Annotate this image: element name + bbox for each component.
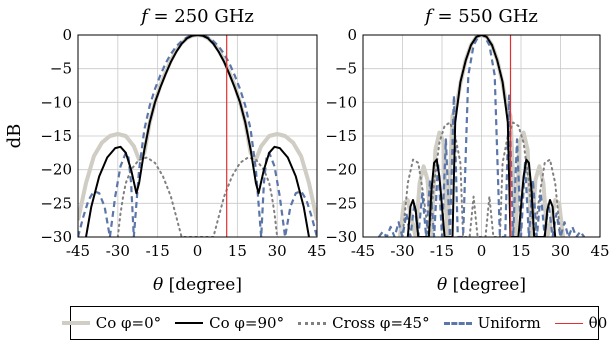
y-tick-label: 0 — [62, 26, 72, 44]
series-group — [78, 35, 317, 237]
chart-panel-2: -45 -30 -15 0 15 30 45 0 −5 −10 −15 −20 −25 −30 f = 55… — [325, 6, 609, 295]
chart-title: f = 250 GHz — [139, 6, 254, 27]
chart-panel-1: -45 -30 -15 0 15 30 45 0 −5 −10 −15 −20 −25 −30 f = 25… — [4, 6, 327, 295]
y-tick-label: −15 — [325, 127, 357, 145]
plot-frame — [77, 34, 318, 238]
series-line-1 — [78, 35, 317, 221]
y-tick-label: −10 — [40, 93, 72, 111]
series-line-2 — [406, 35, 557, 237]
legend-label-theta0: θ0 — [588, 314, 608, 332]
y-tick-label: −30 — [40, 228, 72, 246]
x-tick-label: 0 — [193, 242, 203, 260]
x-tick-label: 0 — [477, 242, 487, 260]
legend-item-cross-phi-45: Cross φ=45° — [298, 314, 430, 332]
plot-frame — [362, 34, 601, 238]
x-tick-label: -30 — [390, 242, 414, 260]
y-tick-label: −30 — [325, 228, 357, 246]
series-line-4 — [78, 35, 317, 237]
y-axis-label: dB — [4, 124, 25, 149]
x-tick-label: 45 — [590, 242, 609, 260]
legend-swatch-co-phi-90 — [175, 322, 204, 324]
x-tick-label: 15 — [228, 242, 247, 260]
x-tick-label: -30 — [106, 242, 130, 260]
legend: Co φ=0° Co φ=90° Cross φ=45° Uniform θ0 — [61, 306, 607, 340]
y-tick-label: −15 — [40, 127, 72, 145]
legend-label-cross-phi-45: Cross φ=45° — [332, 314, 430, 332]
legend-swatch-co-phi-0 — [61, 321, 90, 325]
y-tick-label: −20 — [40, 161, 72, 179]
legend-item-uniform: Uniform — [443, 314, 541, 332]
legend-label-co-phi-0: Co φ=0° — [95, 314, 162, 332]
series-line-1 — [397, 35, 566, 237]
x-tick-label: 15 — [511, 242, 530, 260]
y-tick-label: −25 — [325, 194, 357, 212]
y-tick-label: −20 — [325, 161, 357, 179]
legend-swatch-uniform — [443, 321, 472, 325]
x-tick-label: 30 — [551, 242, 570, 260]
series-line-2 — [85, 35, 310, 237]
x-axis-label: θ [degree] — [153, 275, 242, 295]
x-axis-label: θ [degree] — [437, 275, 526, 295]
legend-swatch-cross-phi-45 — [298, 321, 327, 325]
legend-item-co-phi-0: Co φ=0° — [61, 314, 162, 332]
x-tick-label: -15 — [146, 242, 170, 260]
series-line-4 — [377, 35, 586, 237]
x-tick-label: 45 — [307, 242, 326, 260]
x-tick-label: 30 — [268, 242, 287, 260]
series-group — [377, 35, 586, 237]
x-tick-label: -45 — [351, 242, 375, 260]
x-tick-label: -15 — [430, 242, 454, 260]
x-tick-label: -45 — [66, 242, 90, 260]
y-tick-label: −5 — [50, 60, 72, 78]
legend-swatch-theta0 — [554, 322, 583, 324]
y-tick-label: 0 — [347, 26, 357, 44]
legend-item-theta0: θ0 — [554, 314, 608, 332]
legend-label-uniform: Uniform — [477, 314, 541, 332]
legend-item-co-phi-90: Co φ=90° — [175, 314, 284, 332]
legend-label-co-phi-90: Co φ=90° — [209, 314, 285, 332]
y-tick-label: −25 — [40, 194, 72, 212]
y-tick-label: −5 — [335, 60, 357, 78]
chart-title: f = 550 GHz — [423, 6, 538, 27]
y-tick-label: −10 — [325, 93, 357, 111]
